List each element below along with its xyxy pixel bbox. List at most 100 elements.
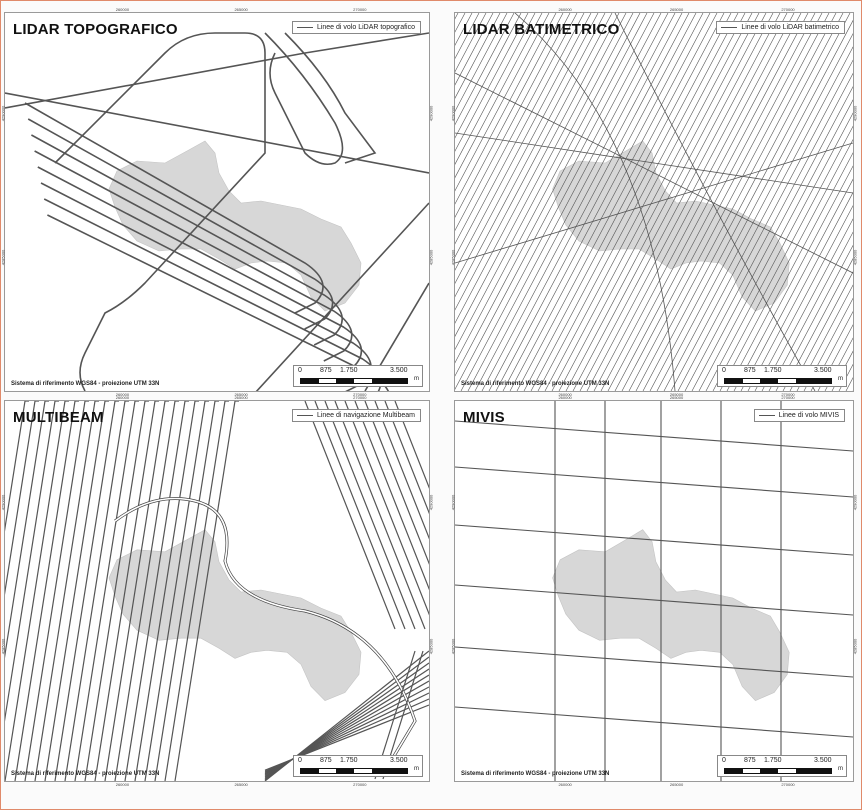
coordinate-tick-label: 265000 — [669, 782, 684, 787]
scale-bar: 0 875 1.750 3.500 m — [717, 755, 847, 777]
panel-lidar-batimetrico: LIDAR BATIMETRICO Linee di volo LiDAR bat… — [450, 7, 857, 397]
coordinate-tick-label: 4285000 — [450, 249, 456, 266]
scale-label: 1.750 — [340, 367, 358, 374]
legend: Linee di volo LiDAR batimetrico — [716, 21, 845, 34]
coordinate-tick-label: 270000 — [781, 782, 795, 787]
scale-bar-graphic — [300, 768, 408, 774]
scale-label: 0 — [298, 757, 302, 764]
reference-system-note: Sistema di riferimento WGS84 - proiezion… — [461, 381, 610, 387]
panel-title: MIVIS — [463, 409, 505, 426]
legend-label: Linee di volo MIVIS — [778, 412, 839, 419]
scale-bar-graphic — [724, 378, 832, 384]
coordinate-tick-label: 260000 — [558, 392, 572, 397]
coordinate-tick-label: 4290000 — [428, 105, 434, 122]
coordinate-tick-label: 4285000 — [450, 638, 456, 655]
legend-line-swatch — [721, 27, 738, 28]
coordinate-tick-label: 260000 — [558, 782, 572, 787]
scale-label: 3.500 — [814, 757, 832, 764]
coordinate-tick-label: 270000 — [353, 782, 367, 787]
coordinate-tick-label: 260000 — [558, 7, 572, 12]
bati-survey-lines — [455, 13, 853, 391]
panel-title: MULTIBEAM — [13, 409, 104, 426]
reference-system-note: Sistema di riferimento WGS84 - proiezion… — [461, 771, 610, 777]
coordinate-tick-label: 265000 — [669, 392, 684, 397]
topo-map-canvas — [5, 32, 429, 391]
legend-label: Linee di navigazione Multibeam — [316, 412, 415, 419]
coordinate-tick-label: 260000 — [115, 782, 130, 787]
coordinate-tick-label: 260000 — [115, 392, 130, 397]
scale-label: 875 — [744, 757, 756, 764]
legend: Linee di volo LiDAR topografico — [291, 21, 421, 34]
legend-line-swatch — [296, 27, 313, 28]
island-shape — [108, 529, 362, 701]
scale-unit: m — [838, 766, 843, 772]
panel-lidar-topografico: LIDAR TOPOGRAFICO Linee di volo LiDAR top… — [0, 7, 433, 397]
coordinate-tick-label: 4285000 — [852, 249, 858, 266]
reference-system-note: Sistema di riferimento WGS84 - proiezion… — [11, 381, 160, 387]
coordinate-tick-label: 4290000 — [0, 494, 6, 511]
topo-survey-lines — [5, 32, 429, 391]
scale-label: 3.500 — [814, 367, 832, 374]
coordinate-tick-label: 4290000 — [450, 494, 456, 511]
coordinate-tick-label: 4285000 — [428, 638, 434, 655]
coordinate-tick-label: 265000 — [234, 782, 248, 787]
coordinate-tick-label: 270000 — [353, 395, 367, 400]
multi-survey-lines — [5, 401, 429, 781]
legend: Linee di navigazione Multibeam — [291, 409, 421, 422]
multi-map-canvas — [5, 401, 429, 781]
coordinate-tick-label: 270000 — [781, 392, 795, 397]
coordinate-tick-label: 270000 — [781, 7, 795, 12]
scale-unit: m — [414, 376, 419, 382]
scale-label: 875 — [320, 367, 332, 374]
coordinate-tick-label: 265000 — [234, 395, 248, 400]
coordinate-tick-label: 270000 — [353, 7, 367, 12]
bati-map-canvas — [455, 13, 853, 391]
panel-multibeam: MULTIBEAM Linee di navigazione Multibeam S… — [0, 395, 433, 787]
mivis-map-canvas — [455, 401, 853, 781]
scale-label: 3.500 — [390, 367, 408, 374]
coordinate-tick-label: 4290000 — [0, 105, 6, 122]
scale-bar: 0 875 1.750 3.500 m — [293, 365, 423, 387]
legend-line-swatch — [296, 415, 313, 416]
scale-label: 0 — [298, 367, 302, 374]
panel-title: LIDAR BATIMETRICO — [463, 21, 620, 38]
coordinate-tick-label: 260000 — [558, 395, 572, 400]
legend: Linee di volo MIVIS — [753, 409, 845, 422]
coordinate-tick-label: 265000 — [669, 395, 684, 400]
coordinate-tick-label: 4290000 — [852, 105, 858, 122]
coordinate-tick-label: 4285000 — [852, 638, 858, 655]
reference-system-note: Sistema di riferimento WGS84 - proiezion… — [11, 771, 160, 777]
mivis-survey-lines — [455, 401, 853, 781]
legend-label: Linee di volo LiDAR batimetrico — [741, 24, 839, 31]
coordinate-tick-label: 270000 — [781, 395, 795, 400]
scale-bar-graphic — [724, 768, 832, 774]
legend-label: Linee di volo LiDAR topografico — [316, 24, 415, 31]
coordinate-tick-label: 4285000 — [0, 638, 6, 655]
scale-bar: 0 875 1.750 3.500 m — [293, 755, 423, 777]
scale-label: 3.500 — [390, 757, 408, 764]
scale-unit: m — [414, 766, 419, 772]
coordinate-tick-label: 260000 — [115, 7, 130, 12]
scale-label: 0 — [722, 757, 726, 764]
coordinate-tick-label: 4285000 — [0, 249, 6, 266]
panel-mivis: MIVIS Linee di volo MIVIS Sistema di rifer… — [450, 395, 857, 787]
legend-line-swatch — [758, 415, 775, 416]
coordinate-tick-label: 4285000 — [428, 249, 434, 266]
scale-label: 1.750 — [764, 367, 782, 374]
scale-label: 1.750 — [340, 757, 358, 764]
panel-title: LIDAR TOPOGRAFICO — [13, 21, 178, 38]
scale-bar: 0 875 1.750 3.500 m — [717, 365, 847, 387]
scale-unit: m — [838, 376, 843, 382]
coordinate-tick-label: 265000 — [234, 7, 248, 12]
coordinate-tick-label: 265000 — [234, 392, 248, 397]
scale-label: 1.750 — [764, 757, 782, 764]
island-shape — [552, 529, 790, 701]
coordinate-tick-label: 4290000 — [852, 494, 858, 511]
coordinate-tick-label: 265000 — [669, 7, 684, 12]
coordinate-tick-label: 260000 — [115, 395, 130, 400]
scale-bar-graphic — [300, 378, 408, 384]
coordinate-tick-label: 270000 — [353, 392, 367, 397]
scale-label: 875 — [320, 757, 332, 764]
scale-label: 0 — [722, 367, 726, 374]
coordinate-tick-label: 4290000 — [450, 105, 456, 122]
